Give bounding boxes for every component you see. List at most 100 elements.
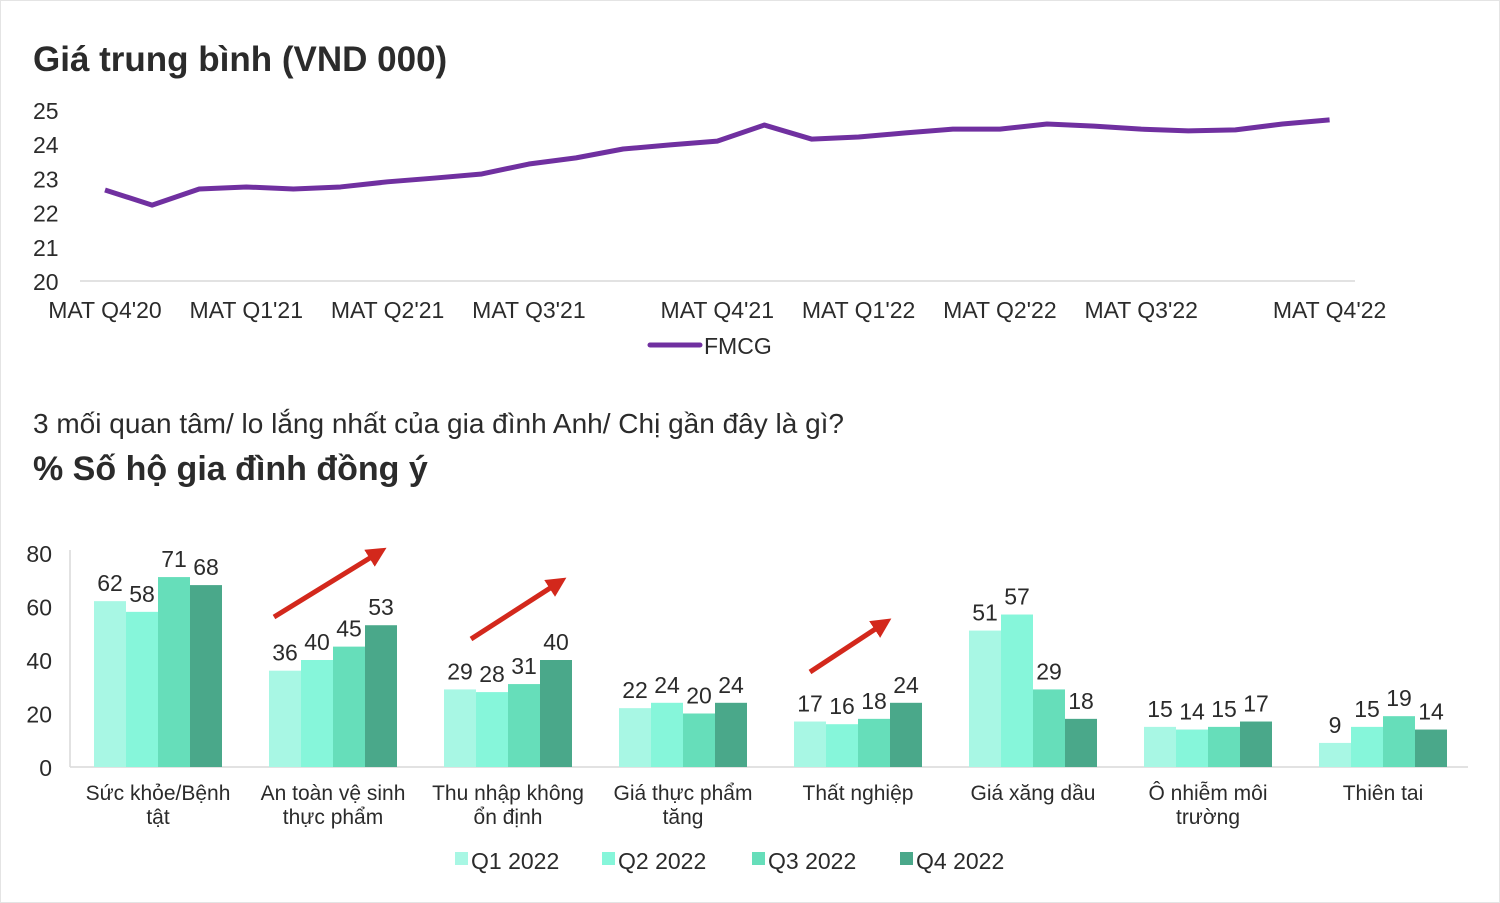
trend-arrow-icon <box>808 618 892 675</box>
bar <box>683 713 715 767</box>
legend-swatch <box>455 852 468 865</box>
bar-data-label: 29 <box>1036 658 1062 684</box>
bar-data-label: 17 <box>1243 691 1269 717</box>
line-y-tick-label: 22 <box>33 201 59 227</box>
bar-data-label: 36 <box>272 640 298 666</box>
bar-data-label: 15 <box>1147 696 1173 722</box>
bar-data-label: 14 <box>1418 699 1444 725</box>
bar-data-label: 15 <box>1354 696 1380 722</box>
category-label: Giá thực phẩm <box>614 782 753 805</box>
legend-swatch <box>752 852 765 865</box>
bar-data-label: 14 <box>1179 699 1205 725</box>
line-series-fmcg <box>104 117 1330 208</box>
category-label: Ô nhiễm môi <box>1148 782 1267 805</box>
bar-data-label: 51 <box>972 600 998 626</box>
bar-data-label: 62 <box>97 570 123 596</box>
trend-arrow-icon <box>469 577 567 642</box>
bar-data-label: 57 <box>1004 584 1030 610</box>
bar-data-label: 31 <box>511 653 537 679</box>
legend-label-fmcg: FMCG <box>704 333 772 359</box>
line-x-tick-label: MAT Q1'21 <box>190 297 303 323</box>
line-x-tick-label: MAT Q2'22 <box>943 297 1056 323</box>
bar-y-tick-label: 0 <box>39 755 52 781</box>
category-label: Thu nhập không <box>432 782 584 805</box>
bar <box>1176 729 1208 767</box>
line-x-tick-label: MAT Q4'22 <box>1273 297 1386 323</box>
bar <box>619 708 651 767</box>
bar <box>794 721 826 767</box>
bar-data-label: 58 <box>129 581 155 607</box>
bar-data-label: 9 <box>1329 712 1342 738</box>
bar-data-label: 18 <box>861 688 887 714</box>
category-label: trường <box>1176 806 1240 829</box>
bar-data-label: 19 <box>1386 685 1412 711</box>
legend-label: Q3 2022 <box>768 848 856 874</box>
bar-data-label: 24 <box>654 672 680 698</box>
line-y-tick-label: 23 <box>33 166 59 192</box>
bar <box>94 601 126 767</box>
bar <box>365 625 397 767</box>
bar <box>301 660 333 767</box>
line-y-tick-label: 25 <box>33 98 59 124</box>
bar <box>1351 726 1383 767</box>
line-x-tick-label: MAT Q4'20 <box>48 297 161 323</box>
line-y-tick-label: 21 <box>33 235 59 261</box>
legend-label: Q2 2022 <box>618 848 706 874</box>
bar-data-label: 40 <box>543 629 569 655</box>
legend-label: Q4 2022 <box>916 848 1004 874</box>
bar-y-tick-label: 80 <box>26 541 52 567</box>
bar <box>715 702 747 767</box>
bar <box>890 702 922 767</box>
bar <box>858 718 890 767</box>
bar-data-label: 22 <box>622 677 648 703</box>
bar <box>269 670 301 767</box>
legend-swatch <box>900 852 913 865</box>
bar <box>969 630 1001 767</box>
bar <box>1065 718 1097 767</box>
bar <box>1415 729 1447 767</box>
bar-data-label: 17 <box>797 691 823 717</box>
category-label: ổn định <box>474 806 543 829</box>
bar-data-label: 16 <box>829 693 855 719</box>
bar-data-label: 40 <box>304 629 330 655</box>
category-label: Thiên tai <box>1343 782 1424 805</box>
bar <box>826 724 858 767</box>
legend-swatch <box>602 852 615 865</box>
line-x-tick-label: MAT Q4'21 <box>661 297 774 323</box>
bar <box>476 692 508 767</box>
line-y-tick-label: 24 <box>33 132 59 158</box>
category-label: Thất nghiệp <box>803 782 914 805</box>
bar-data-label: 45 <box>336 616 362 642</box>
line-chart-title: Giá trung bình (VND 000) <box>33 40 448 79</box>
bar-data-label: 68 <box>193 554 219 580</box>
category-label: tăng <box>663 806 704 829</box>
bar-data-label: 20 <box>686 683 712 709</box>
bar-data-label: 15 <box>1211 696 1237 722</box>
bar-data-label: 71 <box>161 546 187 572</box>
trend-arrow-icon <box>272 547 387 620</box>
bar <box>190 585 222 767</box>
line-x-tick-label: MAT Q2'21 <box>331 297 444 323</box>
bar-data-label: 18 <box>1068 688 1094 714</box>
bar-data-label: 53 <box>368 594 394 620</box>
bar <box>1208 726 1240 767</box>
bar <box>1144 726 1176 767</box>
bar-data-label: 28 <box>479 661 505 687</box>
line-x-tick-label: MAT Q3'21 <box>472 297 585 323</box>
bar <box>126 611 158 767</box>
bar <box>333 646 365 767</box>
bar <box>540 660 572 767</box>
bar-y-tick-label: 20 <box>26 702 52 728</box>
bar <box>444 689 476 767</box>
bar-data-label: 29 <box>447 658 473 684</box>
bar <box>1383 716 1415 767</box>
bar-chart-title: % Số hộ gia đình đồng ý <box>33 450 428 488</box>
bar <box>158 577 190 767</box>
bar-chart-question: 3 mối quan tâm/ lo lắng nhất của gia đìn… <box>33 408 845 439</box>
category-label: thực phẩm <box>283 806 383 829</box>
bar <box>651 702 683 767</box>
category-label: Sức khỏe/Bệnh <box>86 782 231 805</box>
line-x-tick-label: MAT Q1'22 <box>802 297 915 323</box>
bar <box>1033 689 1065 767</box>
